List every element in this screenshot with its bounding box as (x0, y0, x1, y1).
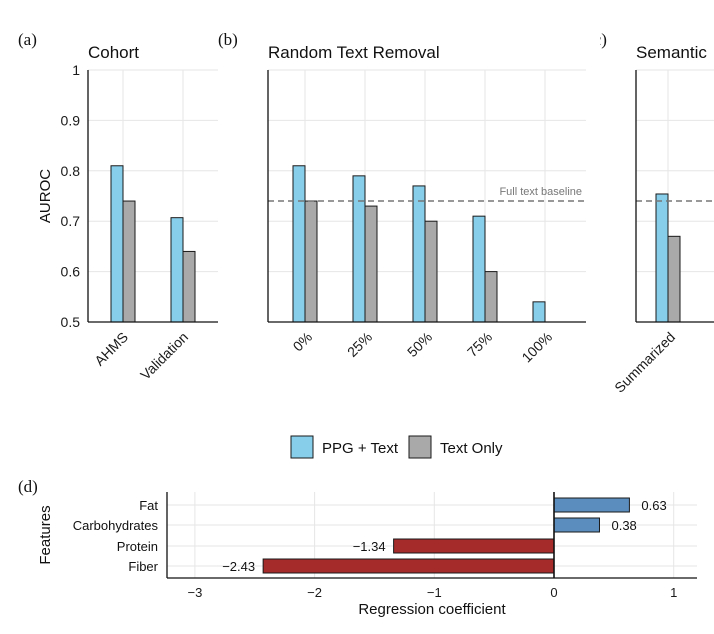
panel-b: (b) Random Text Removal 0% 25% 50% 75% 100% Ful… (218, 30, 586, 365)
bar-text-only (484, 271, 498, 323)
coef-bar (262, 558, 555, 574)
x-tick-label: 0 (550, 585, 557, 600)
panel-d: (d) 0.63 Fat 0.38 Carbohydrates −1.34 Protein −… (18, 477, 697, 618)
bar-text-only (182, 250, 196, 323)
baseline-label: Full text baseline (499, 186, 582, 198)
bar-text-only (364, 205, 378, 323)
bar-ppg-text (352, 175, 366, 323)
y-tick-label: 0.7 (61, 213, 81, 229)
legend-swatch-ppg-text (290, 435, 314, 459)
panel-c: (c) Semantic Summarized (588, 30, 714, 396)
chart-title: Random Text Removal (268, 43, 440, 62)
x-tick-label: 100% (518, 329, 555, 366)
bar-text-only (304, 200, 318, 323)
feature-label: Carbohydrates (73, 518, 159, 533)
panel-label: (a) (18, 30, 37, 49)
bar-ppg-text (110, 165, 124, 323)
x-tick-label: −2 (307, 585, 322, 600)
bar-ppg-text (292, 165, 306, 323)
y-tick-label: 0.5 (61, 314, 81, 330)
bar-ppg-text (472, 215, 486, 323)
coef-bar (393, 538, 555, 554)
x-tick-label: 50% (404, 329, 435, 360)
bar-text-only (424, 220, 438, 323)
y-tick-label: 0.6 (61, 264, 81, 280)
x-tick-label: 25% (344, 329, 375, 360)
bar-ppg-text (532, 301, 546, 323)
bar-ppg-text (655, 193, 669, 323)
y-axis-title: Features (37, 505, 54, 564)
x-tick-label: −3 (187, 585, 202, 600)
x-axis-title: Regression coefficient (358, 601, 506, 618)
y-tick-label: 0.9 (61, 112, 81, 128)
feature-label: Fiber (128, 559, 158, 574)
bar-text-only (122, 200, 136, 323)
bar-ppg-text (412, 185, 426, 323)
coef-value-label: −1.34 (353, 539, 386, 554)
feature-label: Protein (117, 539, 158, 554)
legend-label-ppg-text: PPG + Text (322, 440, 399, 457)
coef-value-label: 0.63 (641, 498, 666, 513)
bar-text-only (667, 235, 681, 323)
y-tick-label: 0.8 (61, 163, 81, 179)
x-tick-label: AHMS (91, 329, 131, 369)
panel-a: (a) Cohort 0.5 0.6 0.7 0.8 0.9 1 AUROC AHMS Valida… (18, 30, 218, 383)
legend: PPG + Text Text Only (290, 435, 503, 459)
feature-label: Fat (139, 498, 158, 513)
x-tick-label: 0% (289, 329, 315, 355)
x-tick-label: Validation (137, 329, 191, 383)
y-axis-title: AUROC (37, 169, 54, 223)
y-tick-label: 1 (72, 62, 80, 78)
chart-title: Semantic (636, 43, 707, 62)
coef-value-label: 0.38 (611, 518, 636, 533)
legend-label-text-only: Text Only (440, 440, 503, 457)
panel-label: (b) (218, 30, 238, 49)
bar-ppg-text (170, 217, 184, 323)
x-tick-label: 1 (670, 585, 677, 600)
panel-label: (c) (588, 30, 607, 49)
legend-swatch-text-only (408, 435, 432, 459)
x-tick-label: 75% (464, 329, 495, 360)
x-tick-label: −1 (427, 585, 442, 600)
coef-bar (553, 497, 630, 513)
x-tick-label: Summarized (611, 329, 678, 396)
panel-label: (d) (18, 477, 38, 496)
chart-title: Cohort (88, 43, 139, 62)
coef-value-label: −2.43 (222, 559, 255, 574)
coef-bar (553, 517, 600, 533)
